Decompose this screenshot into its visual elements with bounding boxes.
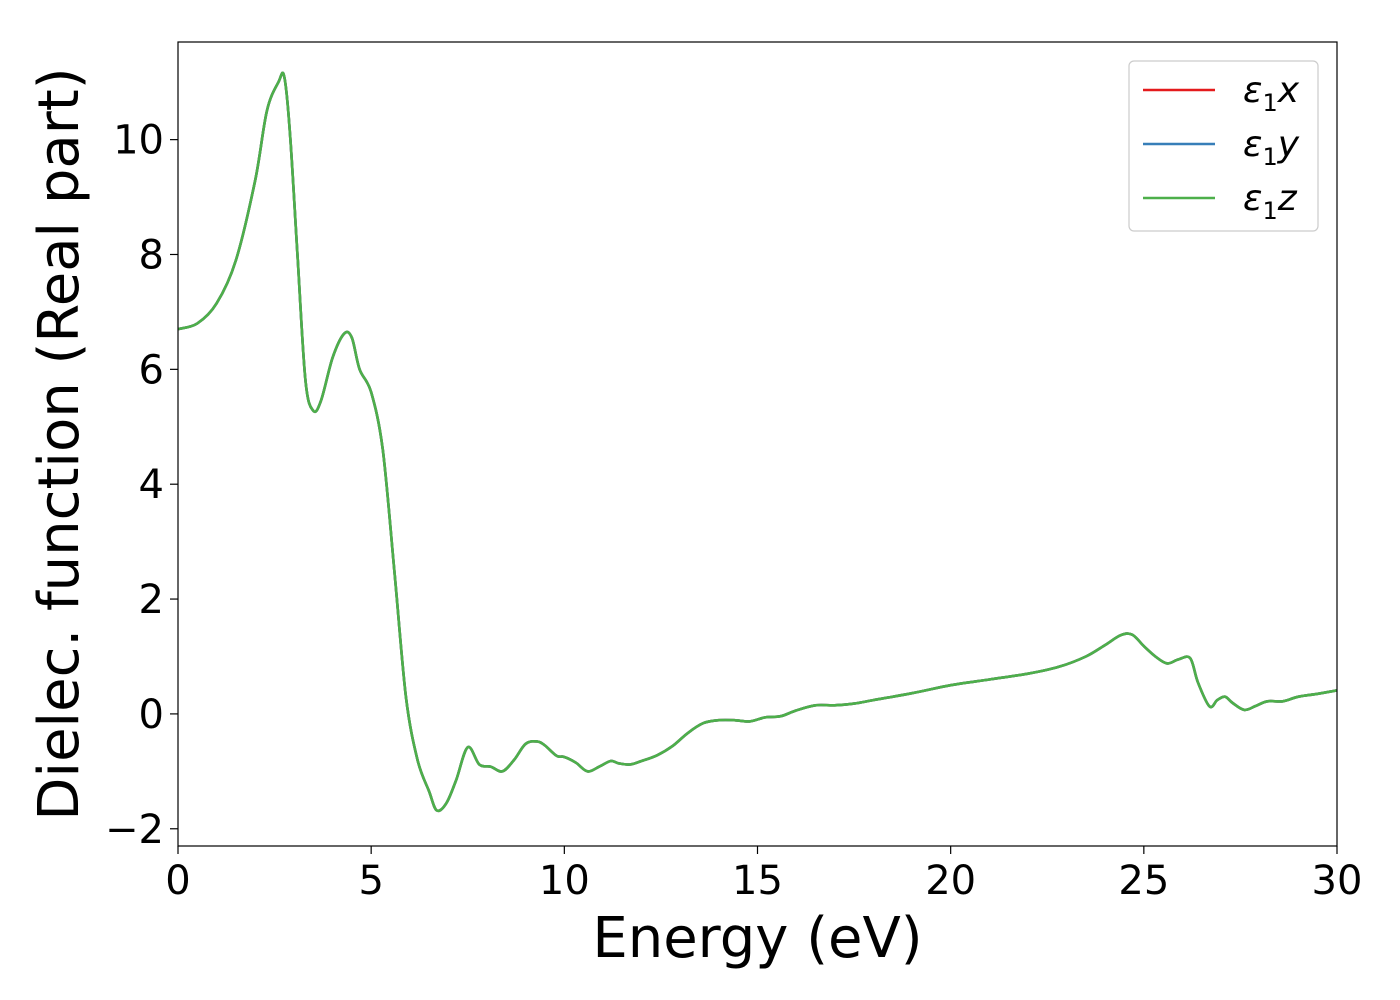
x-tick-label: 15 bbox=[732, 858, 783, 904]
y-axis-title: Dielec. function (Real part) bbox=[27, 67, 92, 820]
y-tick-label: 8 bbox=[139, 232, 164, 278]
series-layer bbox=[178, 71, 1337, 813]
x-axis-ticks: 0 5 10 15 20 25 30 bbox=[165, 846, 1362, 904]
legend: ε1x ε1y ε1z bbox=[1128, 60, 1319, 232]
x-tick-label: 5 bbox=[358, 858, 383, 904]
y-tick-label: −2 bbox=[105, 807, 164, 853]
series-line-z bbox=[178, 71, 1337, 813]
x-tick-label: 0 bbox=[165, 858, 190, 904]
y-tick-label: 0 bbox=[139, 692, 164, 738]
x-axis-title: Energy (eV) bbox=[592, 906, 922, 971]
x-tick-label: 30 bbox=[1312, 858, 1363, 904]
x-tick-label: 25 bbox=[1118, 858, 1169, 904]
legend-label: ε1z bbox=[1243, 178, 1298, 225]
y-tick-label: 2 bbox=[139, 577, 164, 623]
x-tick-label: 10 bbox=[539, 858, 590, 904]
y-tick-label: 10 bbox=[113, 118, 164, 164]
x-tick-label: 20 bbox=[925, 858, 976, 904]
legend-label: ε1y bbox=[1243, 124, 1300, 171]
legend-label: ε1x bbox=[1243, 70, 1300, 117]
legend-box bbox=[1128, 60, 1319, 232]
y-tick-label: 6 bbox=[139, 347, 164, 393]
y-axis-ticks: −2 0 2 4 6 8 10 bbox=[105, 118, 178, 853]
y-tick-label: 4 bbox=[139, 462, 164, 508]
